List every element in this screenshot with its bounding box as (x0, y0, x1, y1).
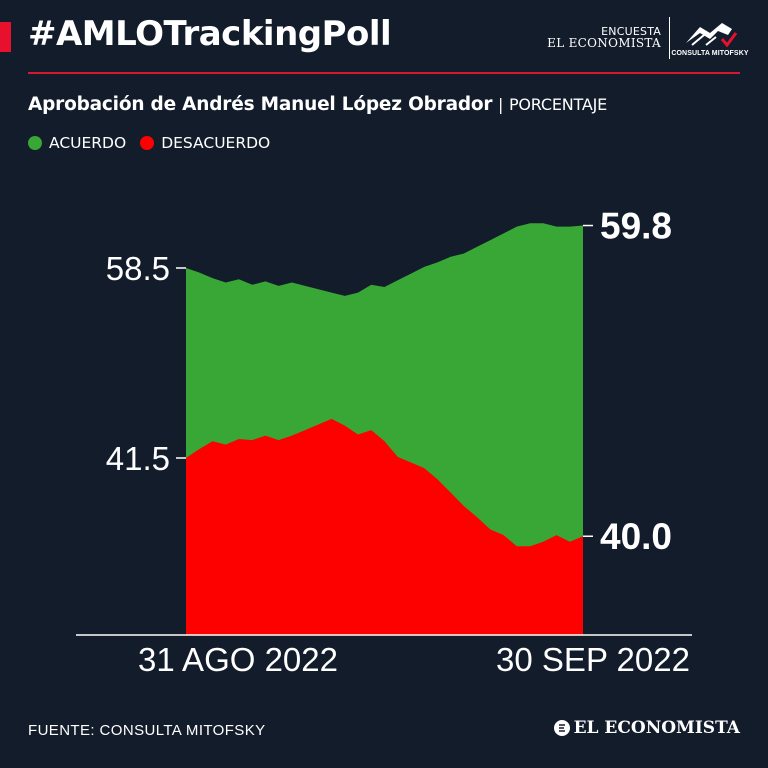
legend-dot-desacuerdo (140, 136, 155, 150)
area-chart: 58.5 41.5 31 AGO 2022 30 SEP 2022 59.8 40.0 (76, 206, 692, 678)
footer-source: FUENTE: CONSULTA MITOFSKY (28, 722, 266, 739)
chart-subtitle: Aprobación de Andrés Manuel López Obrado… (28, 94, 607, 115)
y-tick-label-0: 58.5 (106, 250, 170, 287)
x-tick-label-end: 30 SEP 2022 (496, 641, 690, 678)
consulta-mitofsky-logo: CONSULTA MITOFSKY (671, 19, 749, 57)
footer-brand: EL ECONOMISTA (553, 718, 740, 738)
brand-kicker: ENCUESTA (601, 24, 661, 38)
subtitle-separator: | (498, 95, 504, 114)
end-value-label-1: 40.0 (600, 516, 672, 557)
legend-label-acuerdo: ACUERDO (49, 134, 127, 152)
el-economista-logo-icon (553, 720, 570, 736)
brand-text: ENCUESTA EL ECONOMISTA (547, 26, 661, 50)
brand-divider (669, 17, 670, 59)
header-rule (28, 72, 740, 74)
subtitle-unit: PORCENTAJE (508, 95, 608, 114)
legend-item-acuerdo: ACUERDO (28, 134, 126, 152)
footer-brand-name: EL ECONOMISTA (573, 718, 740, 738)
brand-block: ENCUESTA EL ECONOMISTA CONSULTA MITOFSKY (547, 16, 749, 60)
legend-dot-acuerdo (28, 136, 42, 150)
x-tick-label-start: 31 AGO 2022 (138, 641, 338, 678)
legend-label-desacuerdo: DESACUERDO (161, 134, 271, 152)
mitofsky-emblem-icon (686, 23, 738, 48)
hashtag-title: #AMLOTrackingPoll (28, 14, 392, 54)
header-accent-bar (0, 22, 11, 52)
mitofsky-logo-label: CONSULTA MITOFSKY (671, 50, 749, 57)
end-value-label-0: 59.8 (600, 206, 672, 247)
legend: ACUERDO DESACUERDO (28, 134, 284, 152)
brand-name: EL ECONOMISTA (547, 36, 661, 51)
y-tick-label-1: 41.5 (106, 440, 170, 477)
subtitle-title: Aprobación de Andrés Manuel López Obrado… (28, 94, 493, 115)
legend-item-desacuerdo: DESACUERDO (140, 134, 270, 152)
series-area-desacuerdo (186, 418, 583, 635)
